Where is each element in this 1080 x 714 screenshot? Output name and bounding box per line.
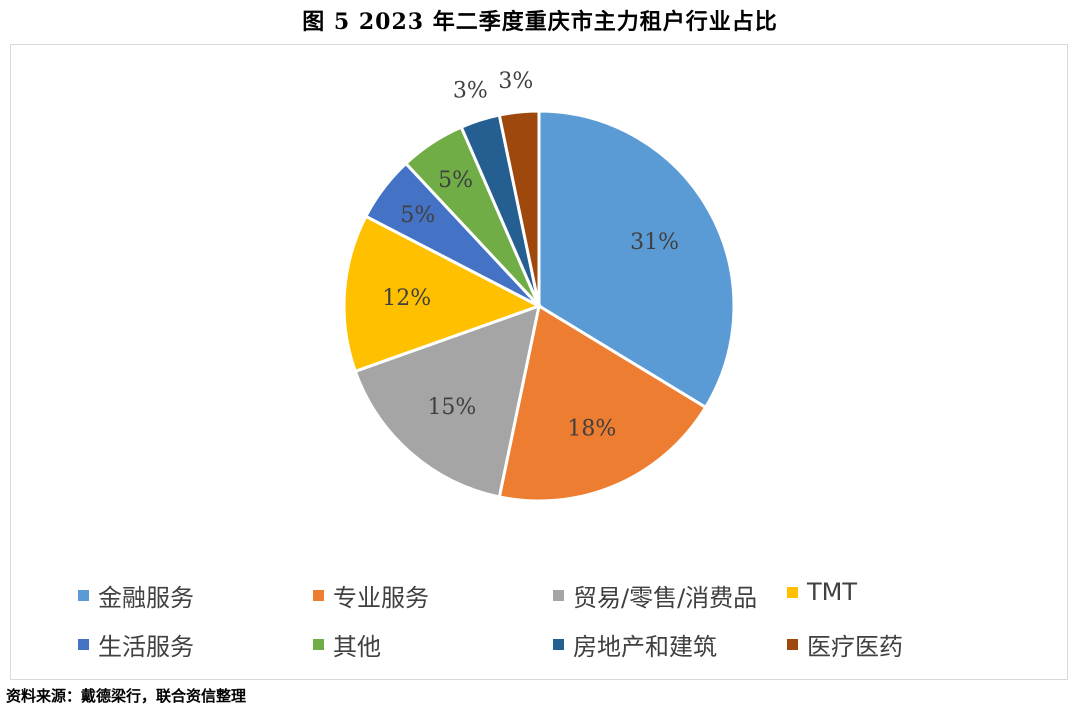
- pie-slice: [537, 109, 736, 410]
- slice-data-label: 12%: [382, 286, 431, 311]
- slice-data-label: 5%: [400, 203, 435, 228]
- slice-data-label: 5%: [438, 168, 473, 193]
- slice-data-label: 3%: [498, 69, 533, 94]
- pie-slice: [353, 303, 542, 499]
- slice-data-label: 3%: [453, 79, 488, 104]
- source-note: 资料来源：戴德梁行，联合资信整理: [6, 687, 247, 705]
- pie-slice: [342, 214, 543, 374]
- pie-slice: [497, 303, 708, 503]
- slice-data-label: 18%: [567, 417, 616, 442]
- pie-slice: [497, 109, 541, 307]
- chart-title: 图 5 2023 年二季度重庆市主力租户行业占比: [302, 9, 778, 35]
- chart-frame: [10, 44, 1068, 680]
- slice-data-label: 31%: [630, 230, 679, 255]
- slice-data-label: 15%: [427, 395, 476, 420]
